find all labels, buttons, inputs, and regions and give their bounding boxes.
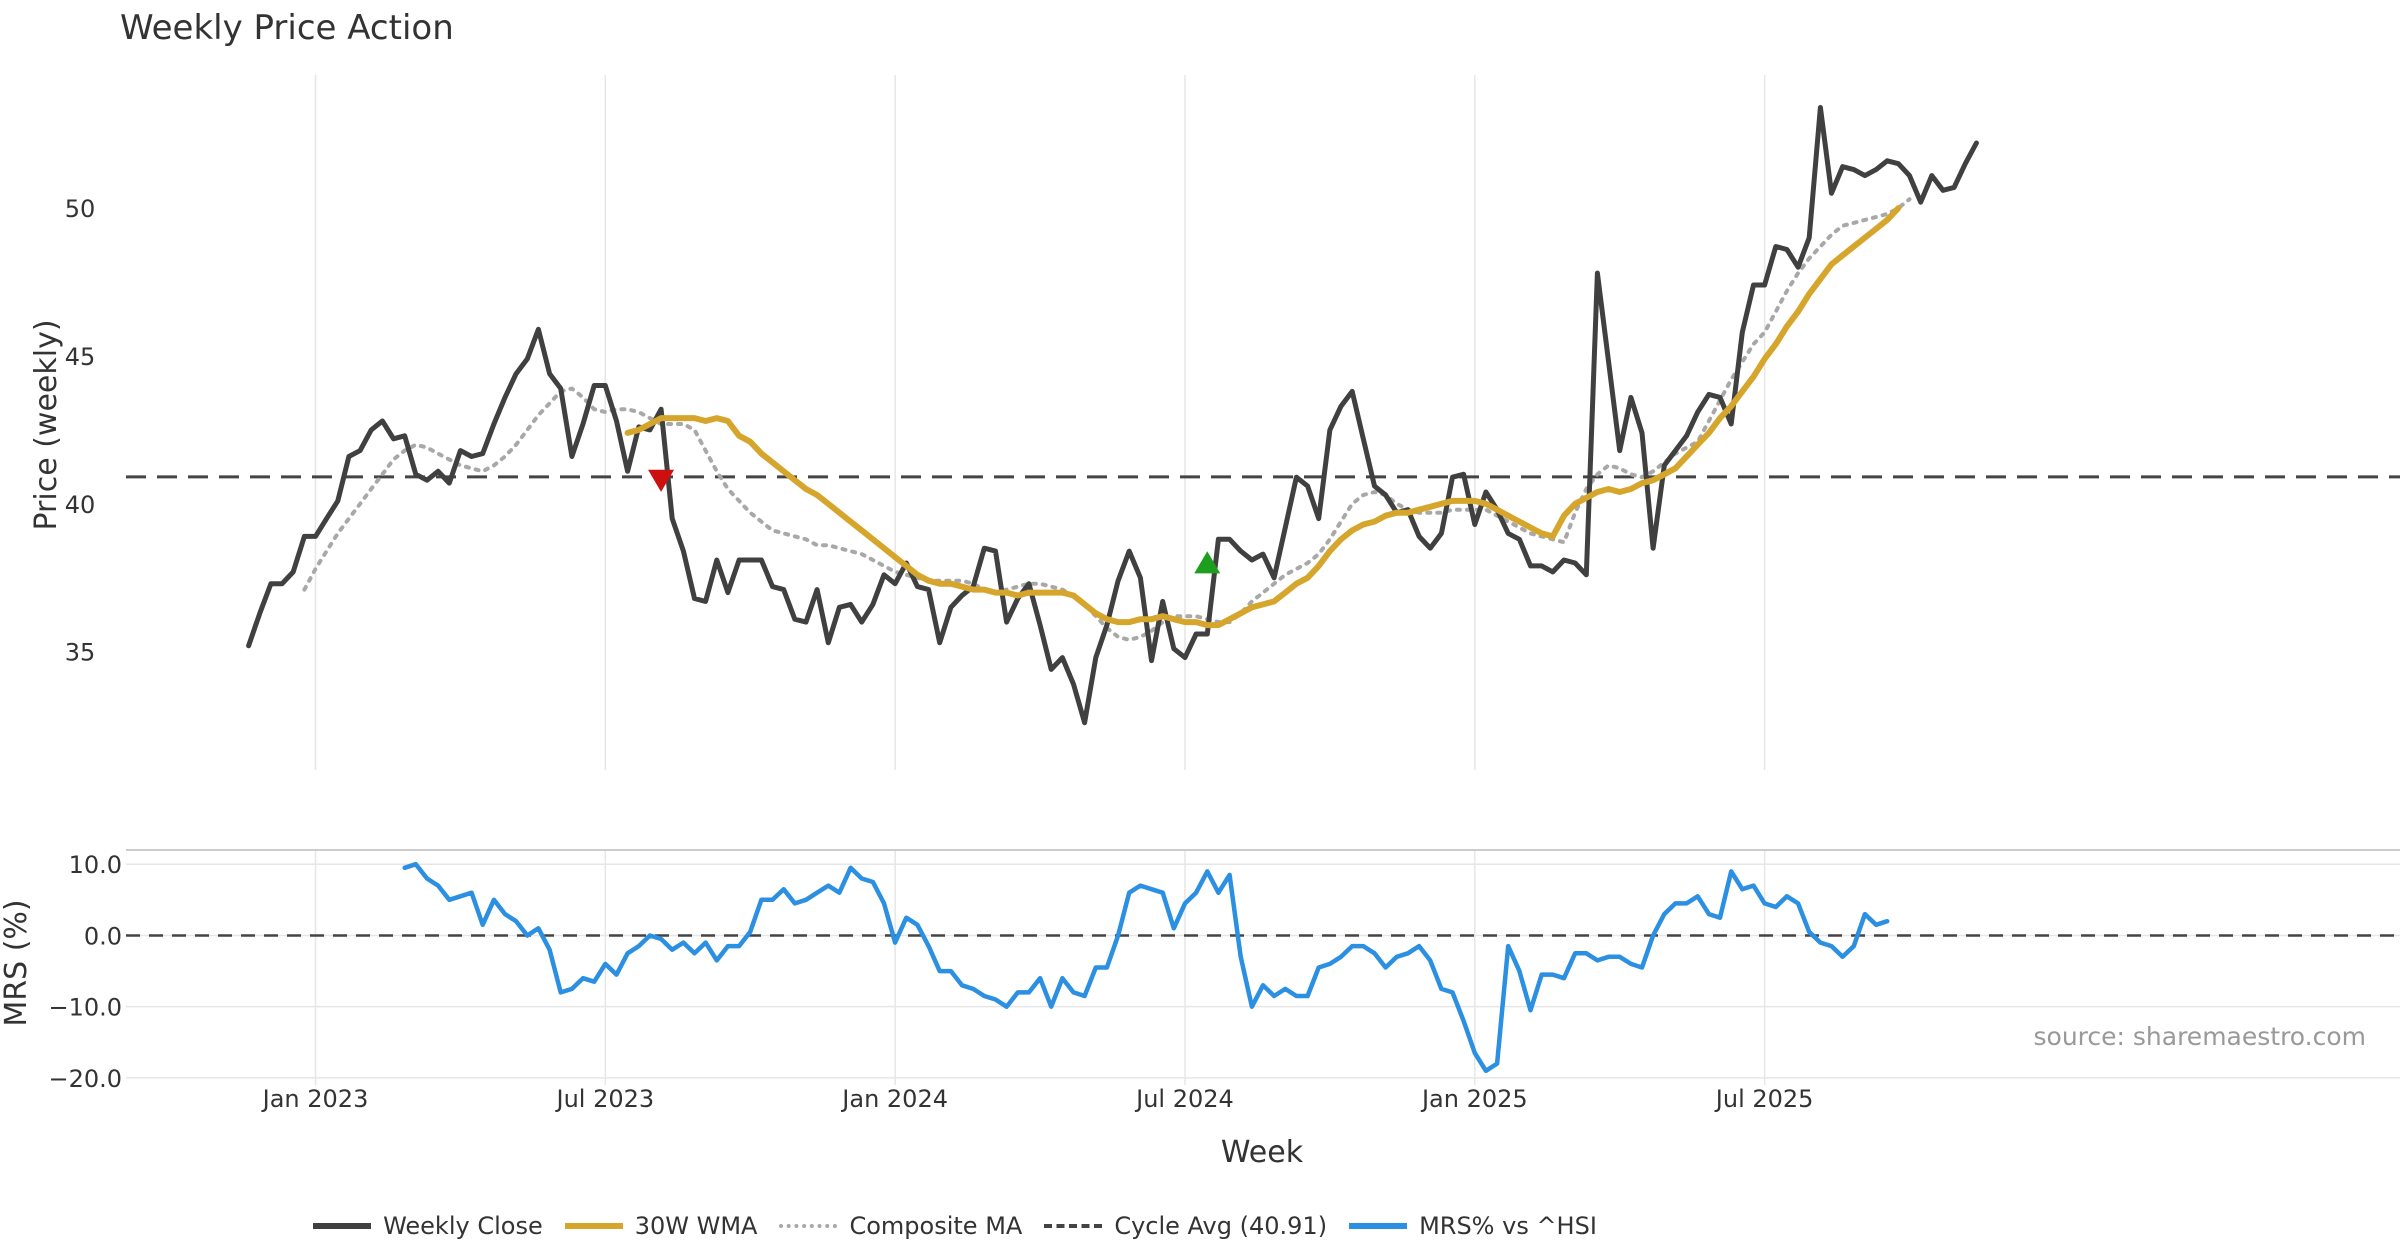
legend-label: Cycle Avg (40.91): [1114, 1212, 1328, 1240]
mrs-ylabel: MRS (%): [0, 899, 34, 1026]
price-y-tick-label: 35: [65, 639, 96, 667]
chart-title: Weekly Price Action: [120, 8, 454, 48]
price-ylabel: Price (weekly): [29, 319, 64, 530]
source-text: source: sharemaestro.com: [2034, 1022, 2367, 1051]
buy-signal-marker: [1194, 551, 1221, 574]
mrs-y-tick-label: 10.0: [69, 851, 122, 879]
legend-label: 30W WMA: [634, 1212, 758, 1240]
price-series-group: [246, 105, 1979, 726]
x-tick-label: Jan 2025: [1420, 1085, 1528, 1113]
mrs-line: [402, 861, 1890, 1074]
legend-item-composite-ma: Composite MA: [779, 1212, 1022, 1240]
price-y-tick-label: 45: [65, 343, 96, 371]
mrs-panel: Jan 2023 Jul 2023 Jan 2024 Jul 2024 Jan 2025…: [48, 850, 2400, 1113]
mrs-y-tick-label: −20.0: [48, 1065, 122, 1093]
xaxis-label: Week: [1221, 1135, 1304, 1170]
x-tick-label: Jan 2023: [261, 1085, 369, 1113]
legend: Weekly Close 30W WMA Composite MA Cycle …: [0, 1212, 1910, 1240]
legend-item-mrs: MRS% vs ^HSI: [1349, 1212, 1597, 1240]
legend-item-weekly-close: Weekly Close: [313, 1212, 543, 1240]
legend-swatch-cycle-avg: [1044, 1224, 1103, 1228]
price-y-tick-label: 40: [65, 491, 96, 519]
price-panel: 35 40 45 50: [65, 75, 2400, 770]
legend-item-cycle-avg: Cycle Avg (40.91): [1044, 1212, 1327, 1240]
legend-item-30w-wma: 30W WMA: [564, 1212, 758, 1240]
legend-swatch-composite-ma: [779, 1224, 838, 1228]
price-y-tick-label: 50: [65, 195, 96, 223]
legend-label: MRS% vs ^HSI: [1419, 1212, 1597, 1240]
legend-label: Weekly Close: [383, 1212, 543, 1240]
mrs-y-tick-label: −10.0: [48, 994, 122, 1022]
legend-swatch-mrs: [1349, 1223, 1408, 1229]
mrs-y-tick-label: 0.0: [84, 922, 122, 950]
wma-30w-line: [624, 205, 1902, 629]
x-tick-label: Jul 2025: [1714, 1085, 1814, 1113]
legend-swatch-weekly-close: [313, 1223, 372, 1229]
weekly-close-line: [246, 105, 1979, 726]
legend-label: Composite MA: [849, 1212, 1023, 1240]
legend-swatch-30w-wma: [564, 1223, 623, 1229]
x-tick-label: Jan 2024: [840, 1085, 948, 1113]
sell-signal-marker: [648, 469, 675, 492]
x-tick-label: Jul 2024: [1134, 1085, 1234, 1113]
x-tick-label: Jul 2023: [554, 1085, 654, 1113]
composite-ma-line: [302, 197, 1912, 642]
